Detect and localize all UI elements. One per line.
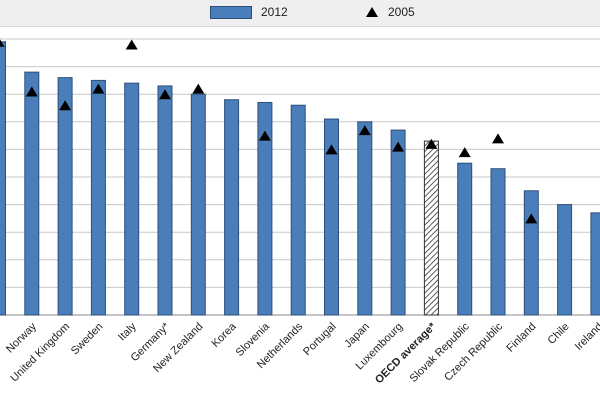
x-tick-label: Korea (209, 320, 239, 350)
legend: 2012 2005 (0, 0, 600, 27)
bar-2012 (357, 121, 373, 316)
marker-2005 (125, 39, 138, 50)
x-tick-label: Japan (342, 321, 372, 351)
marker-2005 (392, 141, 405, 152)
bar-2012 (457, 162, 473, 316)
x-tick-label: United Kingdom (8, 321, 72, 385)
x-tick-label: Italy (116, 320, 139, 343)
marker-2005 (25, 86, 38, 97)
marker-2005 (92, 83, 105, 94)
marker-2005 (325, 144, 338, 155)
legend-label-2012: 2012 (261, 5, 288, 19)
legend-bar-swatch (210, 5, 252, 19)
bar-2012 (590, 212, 600, 316)
legend-triangle-icon (366, 7, 378, 17)
x-tick-label: OECD average* (373, 320, 439, 386)
bar-2012 (324, 118, 339, 316)
bar-2012 (523, 190, 539, 316)
bar-2012 (190, 93, 206, 316)
bar-2012 (257, 101, 273, 316)
x-tick-label: Ireland (573, 321, 600, 353)
bar-2012 (157, 85, 173, 316)
bar-2012 (290, 104, 306, 316)
x-tick-label: Finland (504, 321, 538, 355)
marker-2005 (525, 213, 538, 224)
marker-2005 (458, 147, 471, 158)
legend-item-2012: 2012 (210, 5, 288, 19)
bar-2012 (57, 77, 73, 316)
bar-2012 (557, 204, 573, 316)
marker-2005 (425, 138, 438, 149)
x-tick-label: Slovak Republic (408, 320, 473, 385)
marker-2005 (192, 83, 205, 94)
bar-2012 (124, 82, 140, 316)
bar-2012 (24, 71, 40, 316)
bar-2012 (490, 168, 506, 316)
bar-2012 (390, 129, 406, 316)
bar-2012 (224, 99, 240, 316)
marker-2005 (258, 130, 271, 141)
legend-label-2005: 2005 (388, 5, 415, 19)
legend-item-2005: 2005 (366, 5, 415, 19)
marker-2005 (492, 133, 504, 144)
x-tick-label: Sweden (69, 321, 106, 358)
marker-2005 (159, 89, 171, 100)
x-tick-label: Chile (546, 321, 572, 347)
x-tick-label: Czech Republic (442, 320, 505, 383)
x-tick-label: Portugal (301, 321, 338, 358)
bar-2012 (423, 140, 439, 316)
bar-2012 (90, 79, 106, 316)
bar-2012 (0, 41, 6, 316)
marker-2005 (358, 125, 371, 136)
marker-2005 (59, 100, 72, 111)
